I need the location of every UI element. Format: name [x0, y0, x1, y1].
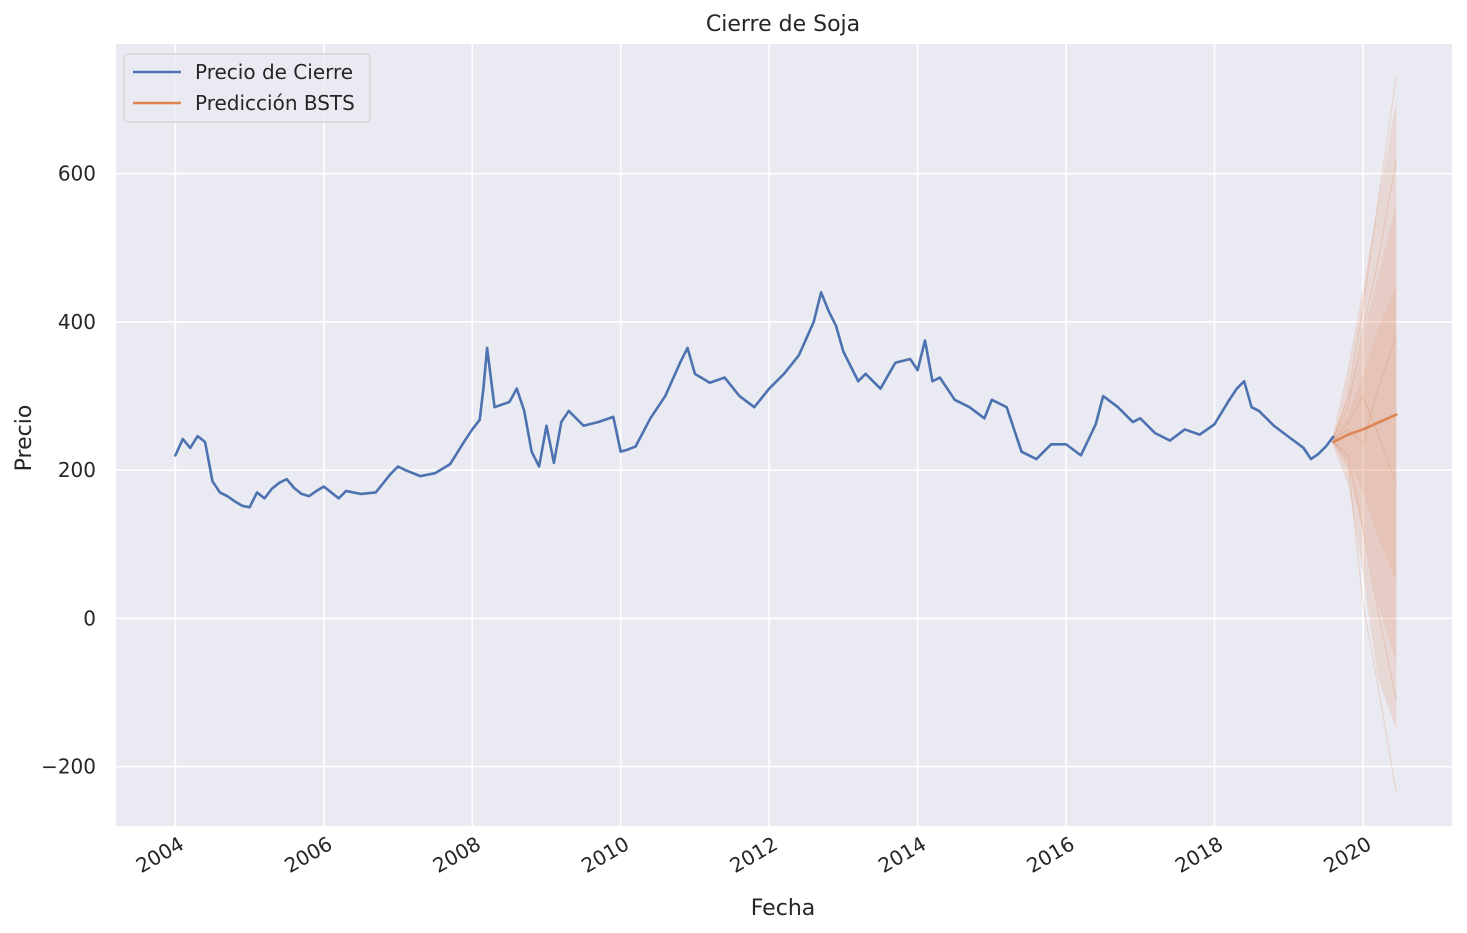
series-lines	[174, 291, 1398, 509]
prediction-band-1	[1333, 284, 1397, 582]
x-tick-label: 2012	[726, 832, 782, 878]
plot-background	[116, 44, 1452, 826]
prediction-sample-path-4	[1332, 394, 1397, 486]
y-tick-label: 400	[58, 310, 96, 334]
x-tick-label: 2010	[577, 832, 633, 878]
prediction-interval-bands	[1332, 77, 1397, 793]
legend-label-precio-de-cierre: Precio de Cierre	[195, 60, 353, 84]
x-tick-label: 2008	[429, 832, 485, 878]
y-tick-label: −200	[41, 755, 96, 779]
x-tick-label: 2006	[280, 832, 336, 878]
legend-frame	[123, 53, 371, 123]
x-tick-label: 2020	[1319, 832, 1375, 878]
legend-label-prediccion-bsts: Predicción BSTS	[195, 91, 355, 115]
legend: Precio de Cierre Predicción BSTS	[123, 53, 371, 123]
y-tick-label: 0	[83, 606, 96, 630]
x-tick-label: 2004	[132, 832, 188, 878]
chart-title: Cierre de Soja	[706, 12, 860, 37]
prediction-sample-path-0	[1332, 440, 1397, 793]
y-axis-title: Precio	[12, 405, 37, 472]
prediction-sample-path-2	[1332, 441, 1397, 701]
x-tick-label: 2016	[1022, 832, 1078, 878]
y-tick-label: 600	[58, 162, 96, 186]
series-line-1	[1331, 413, 1398, 444]
x-axis-title: Fecha	[751, 896, 816, 921]
prediction-sample-path-3	[1332, 158, 1397, 438]
x-tick-label: 2014	[874, 832, 930, 878]
x-axis-ticks: 2004 2006 2008 2010 2012 2014 2016 2018 2020	[132, 832, 1376, 878]
prediction-sample-path-5	[1332, 336, 1397, 446]
grid-lines	[116, 44, 1452, 826]
y-tick-label: 200	[58, 458, 96, 482]
prediction-band-0	[1333, 203, 1397, 663]
prediction-interval	[1333, 99, 1397, 730]
y-axis-ticks: −200 0 200 400 600	[41, 162, 96, 779]
prediction-sample-path-1	[1332, 77, 1397, 440]
series-line-0	[174, 291, 1335, 509]
x-tick-label: 2018	[1171, 832, 1227, 878]
